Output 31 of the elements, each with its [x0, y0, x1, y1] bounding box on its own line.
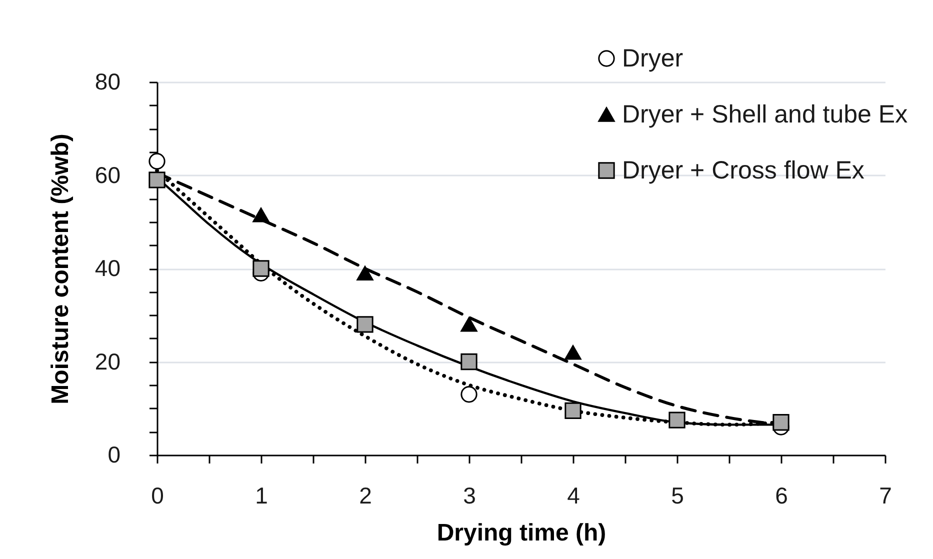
point	[564, 402, 582, 420]
point	[252, 260, 270, 277]
point	[460, 386, 478, 403]
y-tick-label: 0	[108, 442, 120, 468]
x-tick-label: 6	[775, 482, 788, 508]
point	[460, 317, 478, 332]
point	[564, 345, 582, 360]
legend-label: Dryer	[622, 44, 684, 72]
x-tick-label: 2	[359, 482, 372, 508]
point	[356, 266, 374, 280]
point	[460, 353, 478, 370]
y-tick-label: 60	[94, 162, 120, 188]
point	[668, 412, 686, 428]
point	[148, 152, 166, 170]
point	[252, 208, 270, 222]
point	[356, 316, 374, 333]
y-tick-label: 20	[94, 348, 120, 374]
y-tick-label: 40	[94, 255, 120, 281]
legend-label: Dryer + Shell and tube Ex	[622, 100, 908, 128]
x-axis-title: Drying time (h)	[436, 520, 606, 546]
x-tick-label: 0	[151, 482, 164, 508]
legend-label: Dryer + Cross flow Ex	[622, 156, 865, 184]
point	[148, 172, 166, 188]
x-tick-label: 7	[879, 482, 892, 508]
x-tick-label: 5	[671, 482, 684, 508]
y-tick-label: 80	[94, 68, 120, 94]
x-tick-label: 4	[567, 482, 580, 508]
point	[772, 414, 790, 431]
y-axis-title: Moisture content (%wb)	[46, 134, 74, 404]
x-tick-label: 1	[255, 482, 268, 508]
x-tick-label: 3	[463, 482, 476, 508]
